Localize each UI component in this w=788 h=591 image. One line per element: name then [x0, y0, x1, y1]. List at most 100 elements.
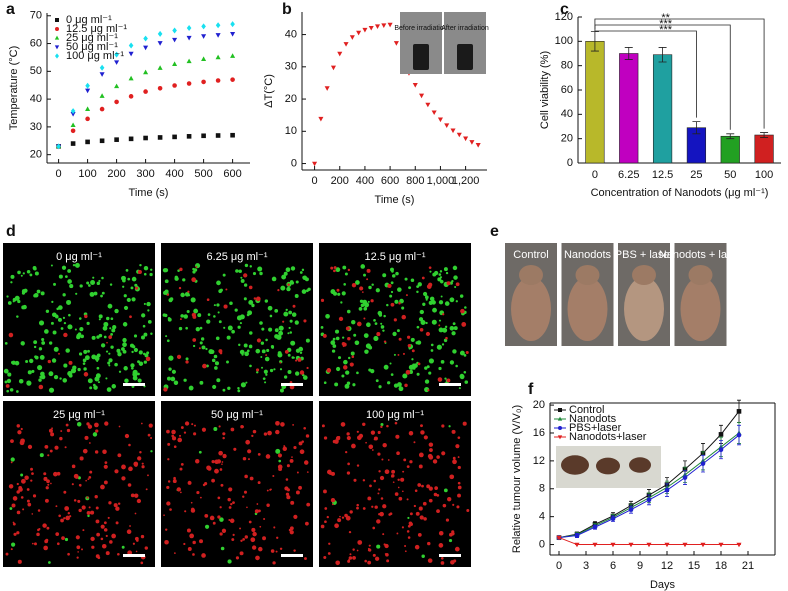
cell-dead — [201, 553, 206, 558]
cell-dead — [255, 555, 260, 561]
cell-dead — [187, 290, 190, 293]
cell-dead — [460, 308, 465, 314]
cell-live — [390, 373, 394, 377]
panel-letter: e — [490, 223, 499, 240]
cell-live — [351, 319, 356, 325]
cell-live — [463, 370, 467, 374]
cell-live — [290, 340, 296, 346]
cell-dead — [5, 384, 10, 388]
cell-live — [356, 371, 359, 375]
cell-dead — [382, 504, 387, 509]
cell-live — [123, 366, 128, 371]
cell-live — [439, 270, 443, 273]
cell-dead — [97, 556, 101, 560]
cell-dead — [345, 450, 348, 454]
cell-dead — [293, 514, 298, 519]
cell-live — [416, 340, 422, 345]
cell-dead — [404, 383, 408, 388]
cell-live — [438, 273, 442, 276]
marker — [628, 507, 634, 512]
cell-live — [198, 450, 202, 454]
cell-live — [98, 318, 101, 321]
cell-live — [32, 266, 37, 270]
cell-live — [40, 291, 45, 296]
cell-live — [278, 459, 282, 463]
cell-live — [150, 332, 153, 335]
cell-live — [190, 297, 196, 303]
marker — [419, 93, 425, 99]
cell-live — [448, 538, 453, 543]
cell-dead — [231, 538, 235, 542]
y-axis-label: Temperature (°C) — [8, 46, 20, 130]
cell-dead — [102, 449, 107, 455]
cell-live — [96, 359, 99, 362]
cell-dead — [106, 341, 108, 344]
cell-dead — [362, 479, 366, 482]
cell-dead — [67, 552, 70, 556]
mouse-head — [688, 265, 713, 285]
cell-live — [343, 283, 346, 286]
cell-dead — [369, 484, 372, 488]
cell-live — [363, 306, 368, 311]
cell-dead — [108, 501, 112, 505]
marker — [99, 106, 105, 112]
cell-live — [422, 291, 428, 297]
cell-dead — [373, 436, 378, 441]
cell-live — [173, 380, 179, 385]
cell-dead — [275, 429, 280, 435]
cell-live — [116, 348, 121, 353]
cell-dead — [252, 531, 257, 537]
marker — [99, 93, 105, 98]
cell-live — [16, 390, 19, 393]
cell-dead — [130, 493, 135, 498]
cell-live — [243, 283, 248, 287]
cell-dead — [442, 313, 445, 316]
cell-live — [438, 300, 444, 305]
cell-live — [98, 314, 103, 319]
cell-dead — [457, 465, 461, 470]
cell-dead — [295, 359, 298, 362]
cell-live — [211, 358, 216, 363]
cell-live — [29, 273, 33, 277]
cell-dead — [171, 436, 177, 441]
cell-live — [182, 278, 186, 282]
cell-dead — [418, 506, 423, 511]
cell-dead — [349, 553, 352, 556]
cell-live — [6, 295, 9, 298]
cell-live — [31, 369, 35, 373]
cell-live — [4, 380, 8, 384]
cell-live — [255, 348, 261, 354]
cell-live — [90, 280, 96, 285]
cell-dead — [323, 556, 327, 560]
cell-dead — [440, 556, 444, 560]
cell-dead — [415, 511, 420, 516]
cell-live — [218, 320, 222, 324]
cell-live — [137, 378, 142, 383]
cell-live — [52, 330, 57, 335]
cell-dead — [196, 490, 200, 495]
y-tick-label: 20 — [285, 93, 297, 105]
cell-live — [101, 276, 104, 280]
marker — [343, 42, 349, 47]
cell-dead — [61, 536, 65, 541]
cell-dead — [121, 476, 126, 481]
marker — [201, 79, 206, 85]
cell-dead — [199, 496, 202, 499]
cell-live — [108, 352, 111, 355]
cell-dead — [145, 356, 151, 362]
cell-dead — [229, 518, 235, 524]
cell-live — [334, 382, 339, 387]
cell-dead — [329, 472, 332, 476]
cell-live — [149, 272, 153, 277]
cell-dead — [263, 517, 266, 520]
cell-dead — [387, 283, 392, 289]
cell-dead — [45, 486, 49, 490]
cell-dead — [117, 453, 122, 458]
cell-dead — [42, 523, 47, 528]
cell-live — [97, 381, 101, 384]
cell-live — [142, 324, 146, 328]
cell-live — [331, 349, 336, 353]
cell-dead — [228, 487, 233, 492]
cell-live — [122, 337, 127, 343]
cell-dead — [283, 445, 286, 447]
